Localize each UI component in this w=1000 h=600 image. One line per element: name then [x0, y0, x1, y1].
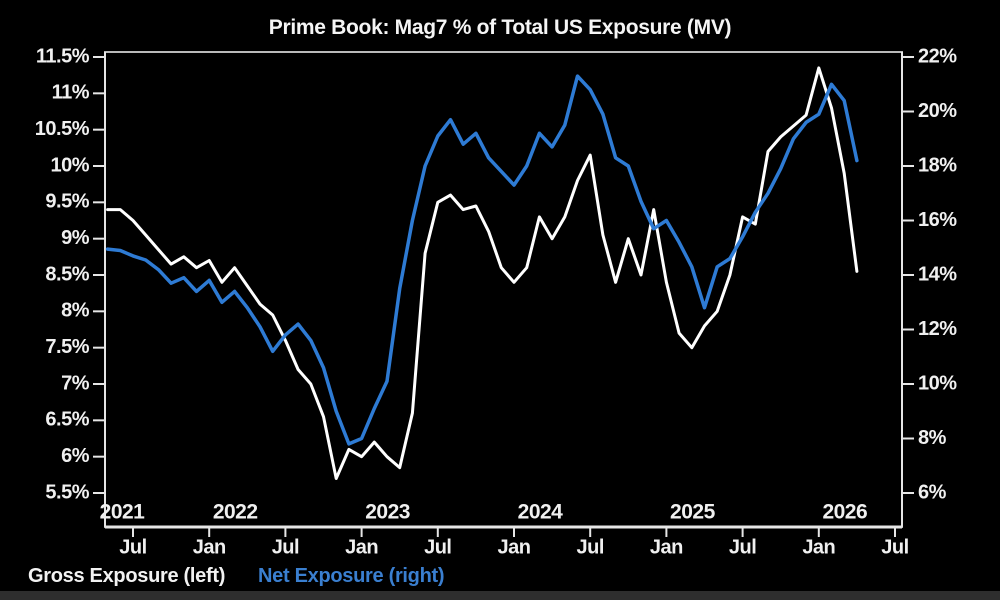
x-axis-month-label: Jan: [802, 536, 835, 558]
y-axis-left-tick-label: 5.5%: [45, 481, 89, 503]
chart-legend: Gross Exposure (left) Net Exposure (righ…: [0, 565, 1000, 591]
x-axis-year-label: 2026: [822, 501, 867, 524]
x-axis-year-label: 2023: [365, 501, 410, 524]
y-axis-left-tick-label: 11%: [52, 82, 90, 104]
y-axis-right-tick-label: 12%: [918, 318, 957, 340]
x-axis-month-label: Jan: [193, 536, 226, 558]
x-axis-month-label: Jul: [576, 536, 603, 558]
x-axis-month-label: Jul: [272, 536, 299, 558]
y-axis-right-tick-label: 20%: [918, 100, 957, 122]
y-axis-right-tick-label: 18%: [918, 154, 957, 176]
legend-gross-exposure: Gross Exposure (left): [28, 565, 226, 587]
x-axis-year-label: 2025: [670, 501, 716, 524]
y-axis-right-tick-label: 14%: [918, 263, 957, 285]
y-axis-left-tick-label: 10%: [50, 154, 89, 176]
y-axis-left-tick-label: 6.5%: [45, 409, 89, 431]
y-axis-left-tick-label: 8.5%: [45, 263, 89, 285]
plot-frame: [104, 51, 903, 528]
x-axis-month-label: Jan: [650, 536, 683, 558]
y-axis-right-tick-label: 6%: [918, 481, 947, 503]
y-axis-left-tick-label: 6%: [61, 445, 90, 467]
x-axis-month-label: Jul: [119, 536, 146, 558]
x-axis-year-label: 2024: [518, 501, 564, 524]
legend-net-exposure: Net Exposure (right): [258, 565, 445, 587]
x-axis-month-label: Jul: [881, 536, 908, 558]
y-axis-right-tick-label: 10%: [918, 372, 957, 394]
y-axis-left-tick-label: 7.5%: [45, 336, 89, 358]
y-axis-right-tick-label: 16%: [918, 209, 957, 231]
y-axis-left-tick-label: 7%: [61, 372, 90, 394]
gross-exposure-line: [106, 66, 859, 480]
y-axis-left-tick-label: 9.5%: [45, 191, 89, 213]
x-axis-year-label: 2022: [213, 501, 258, 524]
y-axis-left-tick-label: 10.5%: [35, 118, 90, 140]
x-axis-month-label: Jul: [424, 536, 451, 558]
x-axis-month-label: Jan: [345, 536, 378, 558]
chart-title: Prime Book: Mag7 % of Total US Exposure …: [268, 16, 732, 39]
y-axis-left-tick-label: 9%: [61, 227, 90, 249]
x-axis-year-label: 2021: [100, 501, 146, 524]
net-exposure-line: [105, 74, 859, 446]
y-axis-left-tick-label: 8%: [61, 300, 90, 322]
y-axis-right-tick-label: 22%: [918, 45, 957, 67]
y-axis-left-tick-label: 11.5%: [36, 45, 90, 67]
x-axis-month-label: Jul: [729, 536, 756, 558]
y-axis-right-tick-label: 8%: [918, 427, 947, 449]
window-bottom-bar: [0, 591, 1000, 600]
x-axis-month-label: Jan: [498, 536, 531, 558]
